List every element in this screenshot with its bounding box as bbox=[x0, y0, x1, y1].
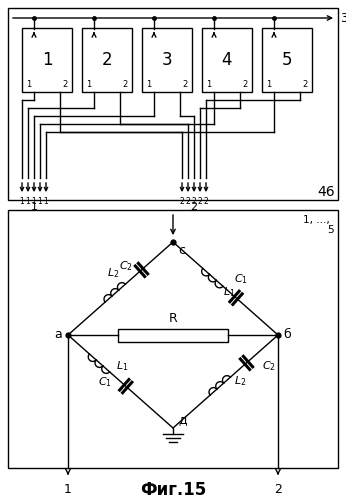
Text: 2: 2 bbox=[63, 80, 68, 89]
Text: $L_1$: $L_1$ bbox=[223, 285, 235, 299]
Text: 1: 1 bbox=[146, 80, 151, 89]
Bar bbox=[8, 210, 338, 468]
Text: $L_1$: $L_1$ bbox=[116, 359, 128, 373]
Text: 1: 1 bbox=[206, 80, 211, 89]
Text: 1: 1 bbox=[42, 51, 52, 69]
Text: 2: 2 bbox=[190, 202, 198, 212]
Text: 2: 2 bbox=[183, 80, 188, 89]
Text: а: а bbox=[54, 328, 62, 341]
Text: 1: 1 bbox=[38, 197, 42, 206]
Text: 2: 2 bbox=[274, 483, 282, 496]
Bar bbox=[82, 28, 132, 92]
Text: $C_2$: $C_2$ bbox=[119, 259, 133, 273]
Text: 2: 2 bbox=[204, 197, 208, 206]
Text: 2: 2 bbox=[180, 197, 184, 206]
Text: 2: 2 bbox=[102, 51, 112, 69]
Text: 2: 2 bbox=[303, 80, 308, 89]
Text: 46: 46 bbox=[317, 185, 335, 199]
Text: б: б bbox=[283, 328, 291, 341]
Bar bbox=[22, 28, 72, 92]
Text: 3: 3 bbox=[340, 11, 346, 24]
Text: $C_1$: $C_1$ bbox=[98, 375, 112, 389]
Text: д: д bbox=[178, 413, 186, 426]
Text: 2: 2 bbox=[243, 80, 248, 89]
Text: 2: 2 bbox=[123, 80, 128, 89]
Text: 1: 1 bbox=[26, 80, 31, 89]
Text: Фиг.15: Фиг.15 bbox=[140, 481, 206, 499]
Bar bbox=[118, 328, 228, 341]
Text: 1: 1 bbox=[44, 197, 48, 206]
Text: 1: 1 bbox=[64, 483, 72, 496]
Bar bbox=[262, 28, 312, 92]
Text: 2: 2 bbox=[198, 197, 202, 206]
Bar bbox=[8, 8, 338, 200]
Text: 1: 1 bbox=[20, 197, 24, 206]
Bar bbox=[142, 28, 192, 92]
Text: 1: 1 bbox=[31, 197, 36, 206]
Text: $C_1$: $C_1$ bbox=[234, 272, 248, 286]
Text: 1: 1 bbox=[266, 80, 271, 89]
Text: 3: 3 bbox=[162, 51, 172, 69]
Text: 4: 4 bbox=[222, 51, 232, 69]
Text: 1: 1 bbox=[86, 80, 91, 89]
Text: 2: 2 bbox=[185, 197, 190, 206]
Text: 1: 1 bbox=[30, 202, 37, 212]
Text: 5: 5 bbox=[327, 225, 334, 235]
Text: с: с bbox=[178, 244, 185, 257]
Text: 5: 5 bbox=[282, 51, 292, 69]
Text: $L_2$: $L_2$ bbox=[234, 374, 247, 388]
Text: $C_2$: $C_2$ bbox=[263, 359, 276, 373]
Bar bbox=[202, 28, 252, 92]
Text: 1: 1 bbox=[26, 197, 30, 206]
Text: 1, ...,: 1, ..., bbox=[303, 215, 330, 225]
Text: 2: 2 bbox=[192, 197, 197, 206]
Text: R: R bbox=[169, 312, 177, 325]
Text: $L_2$: $L_2$ bbox=[107, 266, 119, 280]
